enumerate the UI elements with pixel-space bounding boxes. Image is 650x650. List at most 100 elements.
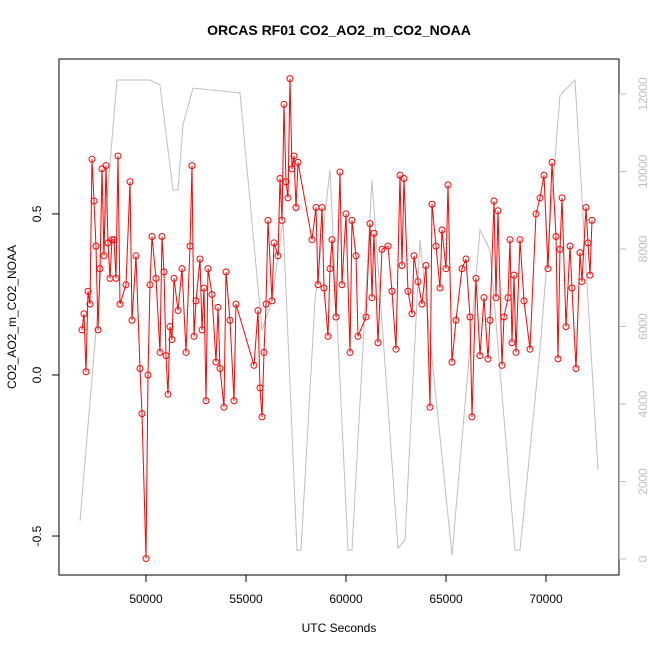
point: [232, 300, 240, 308]
point: [324, 332, 332, 340]
y-tick-label: -0.5: [30, 525, 44, 546]
point: [476, 352, 484, 360]
point: [336, 168, 344, 176]
point: [442, 265, 450, 273]
point: [278, 216, 286, 224]
point: [348, 216, 356, 224]
point: [586, 271, 594, 279]
point: [192, 297, 200, 305]
y-tick-label: 0.0: [30, 366, 44, 383]
point: [286, 75, 294, 83]
point: [146, 281, 154, 289]
point: [144, 371, 152, 379]
point: [508, 339, 516, 347]
point: [500, 313, 508, 321]
point: [512, 348, 520, 356]
point: [540, 171, 548, 179]
point: [520, 297, 528, 305]
point: [88, 155, 96, 163]
point: [292, 203, 300, 211]
point: [170, 274, 178, 282]
point: [346, 348, 354, 356]
point: [506, 236, 514, 244]
point: [264, 216, 272, 224]
point: [576, 249, 584, 257]
point: [370, 229, 378, 237]
point: [188, 162, 196, 170]
point: [438, 226, 446, 234]
point: [414, 278, 422, 286]
x-tick-label: 55000: [229, 592, 263, 606]
point: [314, 281, 322, 289]
point: [222, 268, 230, 276]
point: [566, 242, 574, 250]
point: [94, 326, 102, 334]
point: [158, 232, 166, 240]
point: [128, 316, 136, 324]
point: [332, 313, 340, 321]
point: [152, 274, 160, 282]
point: [230, 397, 238, 405]
point: [226, 316, 234, 324]
point: [480, 294, 488, 302]
point: [362, 313, 370, 321]
point: [320, 284, 328, 292]
point: [588, 216, 596, 224]
point: [486, 316, 494, 324]
point: [484, 355, 492, 363]
point: [202, 397, 210, 405]
point: [274, 252, 282, 260]
point: [526, 345, 534, 353]
point: [404, 287, 412, 295]
point: [122, 281, 130, 289]
series-line: [79, 78, 599, 556]
point: [290, 152, 298, 160]
point: [220, 403, 228, 411]
point: [162, 352, 170, 360]
point: [366, 220, 374, 228]
point: [174, 307, 182, 315]
point: [354, 332, 362, 340]
point: [82, 368, 90, 376]
y2-tick-label: 0: [636, 555, 650, 562]
point: [388, 287, 396, 295]
point: [256, 384, 264, 392]
point: [148, 232, 156, 240]
point: [422, 261, 430, 269]
point: [90, 197, 98, 205]
point: [138, 410, 146, 418]
point: [318, 203, 326, 211]
point: [212, 358, 220, 366]
point: [182, 348, 190, 356]
point: [116, 300, 124, 308]
point: [400, 174, 408, 182]
chart-title: ORCAS RF01 CO2_AO2_m_CO2_NOAA: [207, 22, 471, 38]
point: [494, 207, 502, 215]
point: [214, 303, 222, 311]
point: [284, 194, 292, 202]
y2-tick-label: 12000: [636, 77, 650, 111]
point: [418, 300, 426, 308]
point: [216, 365, 224, 373]
point: [326, 265, 334, 273]
point: [458, 265, 466, 273]
point: [114, 152, 122, 160]
point: [268, 297, 276, 305]
point: [136, 365, 144, 373]
point: [516, 236, 524, 244]
point: [108, 236, 116, 244]
point: [282, 178, 290, 186]
point: [444, 181, 452, 189]
point: [126, 178, 134, 186]
point: [342, 210, 350, 218]
point: [368, 294, 376, 302]
point: [100, 252, 108, 260]
point: [208, 290, 216, 298]
point: [78, 326, 86, 334]
point: [466, 313, 474, 321]
x-tick-label: 50000: [129, 592, 163, 606]
point: [166, 323, 174, 331]
point: [504, 294, 512, 302]
y-tick-label: 0.5: [30, 205, 44, 222]
point: [432, 242, 440, 250]
